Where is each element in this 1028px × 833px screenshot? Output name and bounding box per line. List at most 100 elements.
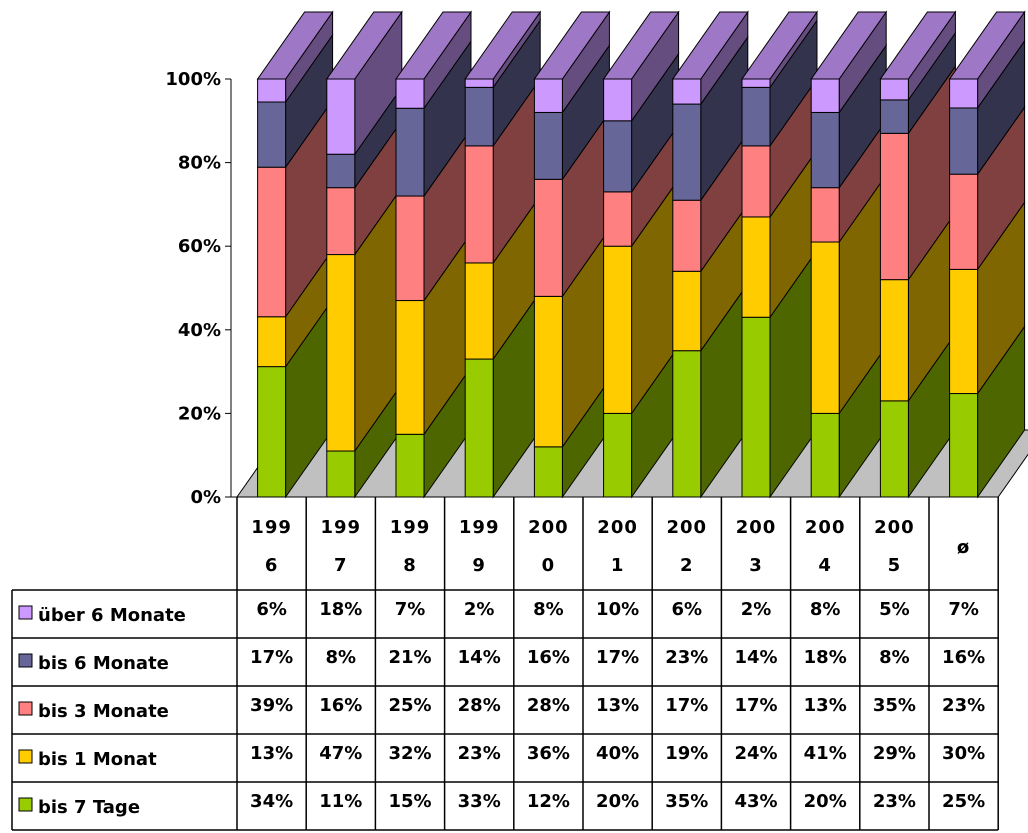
bar-segment xyxy=(533,178,563,297)
category-label: 199 xyxy=(459,517,500,538)
category-label: 200 xyxy=(736,517,777,538)
bar-segment xyxy=(395,107,425,197)
data-cell: 35% xyxy=(665,791,708,812)
data-cell: 29% xyxy=(873,743,916,764)
bar-segment xyxy=(395,78,425,109)
bar-segment xyxy=(879,78,909,101)
bar-segment xyxy=(603,191,633,247)
bar-segment xyxy=(879,279,909,402)
data-cell: 28% xyxy=(458,695,501,716)
legend-key xyxy=(18,653,33,668)
data-cell: 18% xyxy=(804,647,847,668)
bar-segment xyxy=(810,187,840,243)
bar-segment xyxy=(603,78,633,122)
data-cell: 36% xyxy=(527,743,570,764)
data-cell: 12% xyxy=(527,791,570,812)
category-label: 200 xyxy=(528,517,569,538)
data-cell: 6% xyxy=(256,599,287,620)
data-cell: 16% xyxy=(319,695,362,716)
bar-segment xyxy=(949,393,979,498)
data-cell: 23% xyxy=(942,695,985,716)
bar-segment xyxy=(672,270,702,352)
series-name: über 6 Monate xyxy=(38,605,186,626)
category-label: 2 xyxy=(680,555,694,576)
data-table: 199 6 199 7 199 8 199 9 200 0 200 1 200 2 200 3 200 4 200 5… xyxy=(11,497,999,831)
bar-segment xyxy=(464,262,494,360)
bar-segment xyxy=(326,450,356,498)
bar-segment xyxy=(464,145,494,264)
data-cell: 8% xyxy=(810,599,841,620)
category-label: ø xyxy=(957,537,970,558)
bar-segment xyxy=(672,78,702,105)
data-cell: 7% xyxy=(395,599,426,620)
y-tick-label: 80% xyxy=(178,153,221,174)
legend-key xyxy=(18,749,33,764)
category-label: 4 xyxy=(818,555,832,576)
y-axis: 0% 20% 40% 60% 80% 100% xyxy=(165,69,237,508)
bar-segment xyxy=(603,120,633,193)
y-tick-label: 40% xyxy=(178,320,221,341)
series-name: bis 1 Monat xyxy=(38,749,157,770)
category-label: 7 xyxy=(334,555,348,576)
bar-segment xyxy=(741,216,771,318)
category-label: 199 xyxy=(321,517,362,538)
bar-segment xyxy=(533,446,563,498)
data-cell: 35% xyxy=(873,695,916,716)
data-cell: 6% xyxy=(672,599,703,620)
data-cell: 33% xyxy=(458,791,501,812)
bar-segment xyxy=(810,111,840,189)
bar-segment xyxy=(810,78,840,113)
bar-segment xyxy=(879,400,909,498)
category-label: 200 xyxy=(874,517,915,538)
data-cell: 8% xyxy=(879,647,910,668)
data-cell: 17% xyxy=(665,695,708,716)
data-cell: 40% xyxy=(596,743,639,764)
data-cell: 17% xyxy=(250,647,293,668)
data-cell: 13% xyxy=(596,695,639,716)
bar-segment xyxy=(949,173,979,270)
data-cell: 8% xyxy=(326,647,357,668)
bar-segment xyxy=(741,78,771,88)
data-cell: 13% xyxy=(250,743,293,764)
data-cell: 30% xyxy=(942,743,985,764)
category-label: 8 xyxy=(403,555,417,576)
bar-segment xyxy=(810,412,840,498)
category-label: 6 xyxy=(265,555,279,576)
bar-segment xyxy=(464,358,494,498)
data-cell: 17% xyxy=(596,647,639,668)
y-tick-label: 100% xyxy=(165,69,221,90)
data-cell: 18% xyxy=(319,599,362,620)
data-cell: 5% xyxy=(879,599,910,620)
bar-segment xyxy=(257,316,287,368)
data-cell: 11% xyxy=(319,791,362,812)
data-cell: 16% xyxy=(942,647,985,668)
data-cell: 2% xyxy=(464,599,495,620)
bar-segment xyxy=(533,295,563,448)
bar-segment xyxy=(395,433,425,498)
data-cell: 32% xyxy=(388,743,431,764)
category-label: 9 xyxy=(472,555,486,576)
category-label: 1 xyxy=(611,555,625,576)
bar-segment xyxy=(741,316,771,498)
data-cell: 21% xyxy=(388,647,431,668)
data-cell: 20% xyxy=(596,791,639,812)
bar-segment xyxy=(326,78,356,155)
bar-segment xyxy=(326,187,356,256)
bar-segment xyxy=(257,78,287,103)
legend-key xyxy=(18,701,33,716)
data-cell: 39% xyxy=(250,695,293,716)
category-label: 199 xyxy=(251,517,292,538)
data-cell: 8% xyxy=(533,599,564,620)
data-cell: 10% xyxy=(596,599,639,620)
data-cell: 19% xyxy=(665,743,708,764)
data-cell: 24% xyxy=(734,743,777,764)
data-cell: 34% xyxy=(250,791,293,812)
data-cell: 15% xyxy=(388,791,431,812)
data-cell: 23% xyxy=(873,791,916,812)
bar-segment xyxy=(672,350,702,498)
data-cell: 23% xyxy=(665,647,708,668)
y-tick-label: 20% xyxy=(178,403,221,424)
bar-segment xyxy=(395,300,425,435)
category-label: 5 xyxy=(888,555,902,576)
